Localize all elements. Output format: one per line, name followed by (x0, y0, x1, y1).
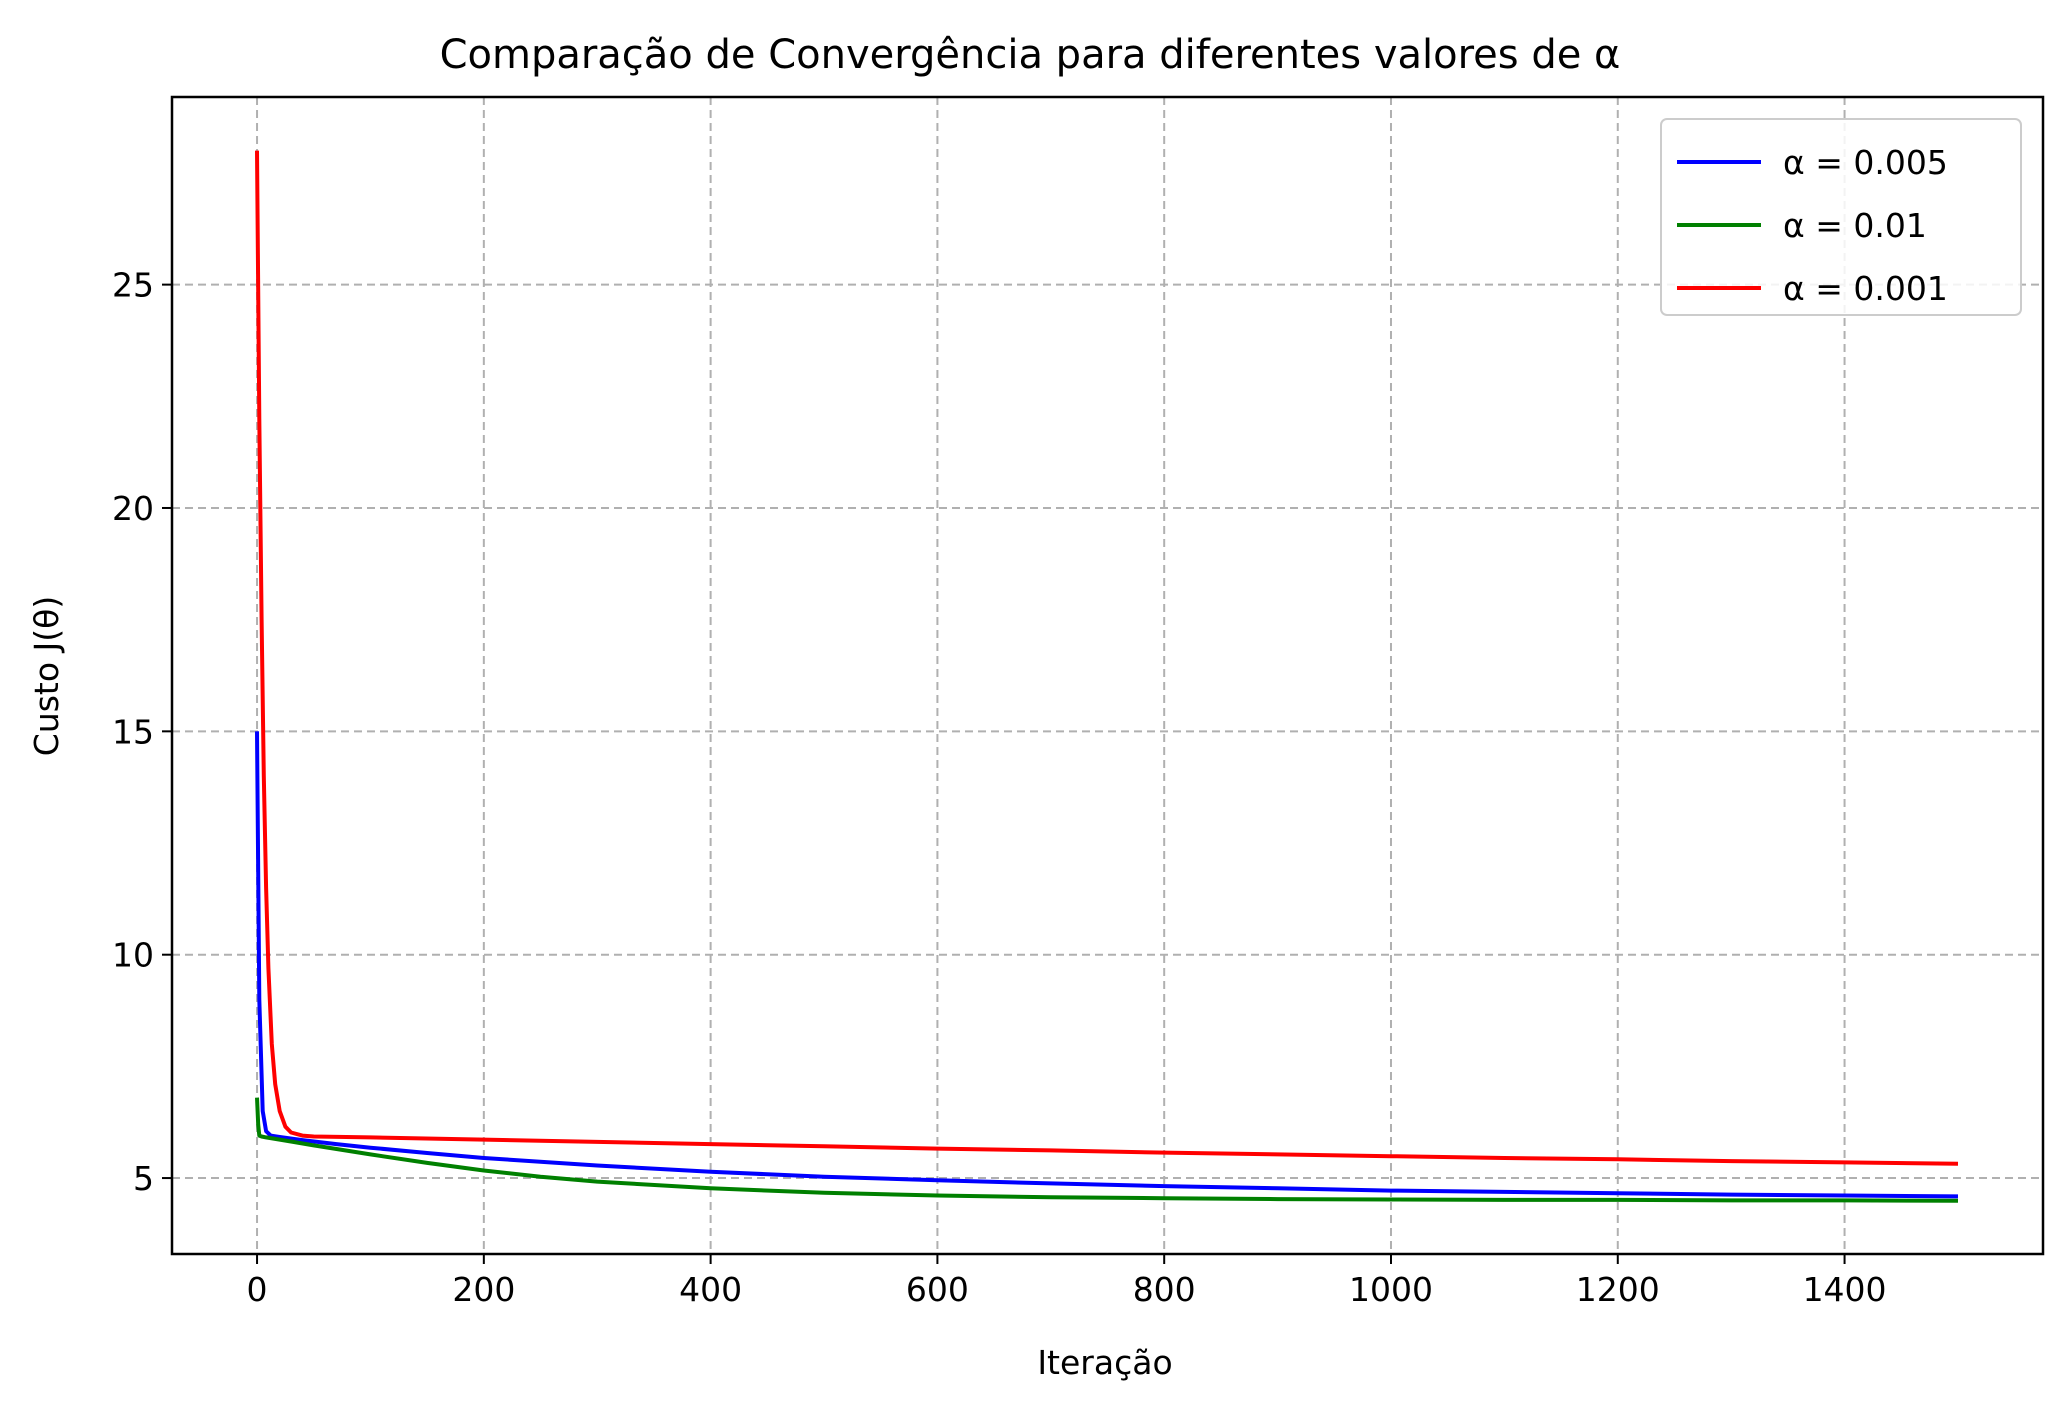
y-axis-ticks: 5 10 15 20 25 (112, 266, 172, 1198)
x-axis-ticks: 0 200 400 600 800 1000 1200 1400 (247, 1254, 1887, 1309)
y-axis-label: Custo J(θ) (27, 596, 66, 756)
x-tick-label: 400 (679, 1270, 742, 1309)
series-line-0 (255, 731, 1959, 1199)
series-line-2 (255, 150, 1959, 1166)
y-tick-label: 20 (112, 489, 154, 528)
x-tick-label: 1400 (1803, 1270, 1887, 1309)
y-tick-label: 10 (112, 936, 154, 975)
x-axis-label: Iteração (1037, 1343, 1172, 1382)
legend-label-1: α = 0.01 (1783, 206, 1927, 245)
legend: α = 0.005 α = 0.01 α = 0.001 (1660, 118, 2022, 316)
plot-frame (170, 95, 2045, 1256)
y-tick-label: 5 (133, 1159, 154, 1198)
x-tick-label: 0 (247, 1270, 268, 1309)
x-tick-label: 600 (906, 1270, 969, 1309)
legend-label-0: α = 0.005 (1783, 143, 1948, 182)
x-tick-label: 1000 (1349, 1270, 1433, 1309)
legend-box (1660, 118, 2022, 316)
x-tick-label: 1200 (1576, 1270, 1660, 1309)
y-tick-label: 15 (112, 712, 154, 751)
legend-label-2: α = 0.001 (1783, 269, 1948, 308)
y-tick-label: 25 (112, 266, 154, 305)
x-tick-label: 800 (1133, 1270, 1196, 1309)
grid (172, 97, 2043, 1254)
series-line-1 (255, 1097, 1959, 1203)
series-lines (255, 150, 1959, 1203)
x-tick-label: 200 (452, 1270, 515, 1309)
chart-title: Comparação de Convergência para diferent… (440, 32, 1621, 78)
